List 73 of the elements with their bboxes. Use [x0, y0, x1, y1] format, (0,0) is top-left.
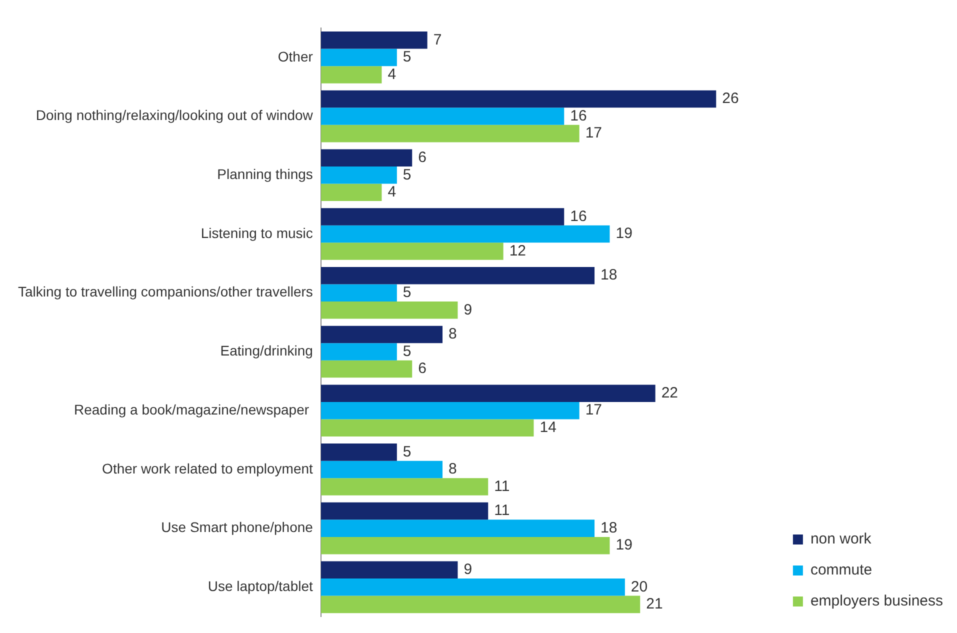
data-label: 7	[433, 31, 442, 48]
bar	[320, 166, 397, 184]
legend-label: commute	[810, 562, 872, 579]
legend-label: non work	[810, 530, 872, 548]
data-label: 8	[448, 326, 457, 343]
data-label: 5	[402, 443, 412, 460]
bar	[320, 536, 610, 554]
y-tick-label: Use laptop/tablet	[208, 578, 314, 594]
data-label: 17	[585, 402, 602, 419]
bar	[320, 225, 610, 243]
data-label: 19	[616, 225, 632, 242]
data-label: 16	[570, 107, 587, 124]
bar	[320, 32, 428, 49]
bar	[320, 284, 397, 302]
bar	[320, 520, 595, 537]
bar	[320, 184, 382, 202]
bar	[320, 444, 397, 461]
y-tick-label: Other work related to employment	[102, 460, 314, 476]
bar	[320, 460, 443, 478]
bar	[320, 478, 488, 496]
data-label: 5	[402, 342, 412, 360]
y-tick-label: Listening to music	[200, 224, 313, 241]
bar	[320, 419, 534, 436]
y-tick-label: Eating/drinking	[220, 342, 313, 359]
data-label: 12	[509, 242, 526, 260]
bar	[320, 343, 397, 360]
data-label: 9	[464, 301, 472, 318]
y-tick-label: Planning things	[217, 166, 313, 182]
bar	[320, 326, 443, 344]
data-label: 26	[722, 90, 739, 108]
bar	[320, 208, 564, 226]
y-tick-label: Doing nothing/relaxing/looking out of window	[36, 107, 314, 124]
bar	[320, 402, 580, 420]
data-label: 21	[646, 596, 663, 613]
bar	[320, 502, 488, 520]
data-label: 8	[448, 460, 457, 478]
data-label: 4	[388, 184, 396, 201]
bar	[320, 266, 595, 284]
data-label: 20	[630, 578, 648, 596]
bar	[320, 48, 397, 66]
data-label: 6	[418, 149, 426, 166]
data-label: 14	[540, 418, 556, 436]
data-label: 18	[600, 266, 618, 284]
bar	[320, 149, 412, 167]
y-tick-label: Use Smart phone/phone	[161, 519, 314, 536]
bar	[320, 596, 640, 614]
data-label: 18	[600, 519, 618, 536]
bar	[320, 124, 580, 142]
data-label: 5	[402, 166, 412, 184]
data-label: 22	[661, 384, 678, 402]
y-tick-label: Other	[278, 48, 314, 64]
bar	[320, 384, 656, 402]
bar	[320, 242, 504, 260]
data-label: 19	[616, 536, 632, 554]
bar	[320, 561, 458, 579]
y-tick-label: Talking to travelling companions/other travellers	[18, 284, 313, 300]
bar	[320, 108, 564, 125]
data-label: 5	[402, 284, 412, 302]
data-label: 6	[418, 360, 426, 378]
data-label: 11	[494, 478, 510, 495]
bar	[320, 360, 412, 378]
data-label: 16	[570, 208, 587, 225]
legend-label: employers business	[810, 592, 943, 610]
bar	[320, 578, 625, 596]
y-tick-label: Reading a book/magazine/newspaper	[74, 401, 313, 418]
bar	[320, 66, 382, 84]
data-label: 4	[388, 66, 396, 83]
data-label: 5	[402, 48, 412, 66]
data-label: 11	[494, 502, 510, 520]
data-label: 17	[585, 124, 602, 142]
data-label: 9	[464, 561, 472, 578]
bar	[320, 90, 716, 108]
bar	[320, 302, 458, 319]
